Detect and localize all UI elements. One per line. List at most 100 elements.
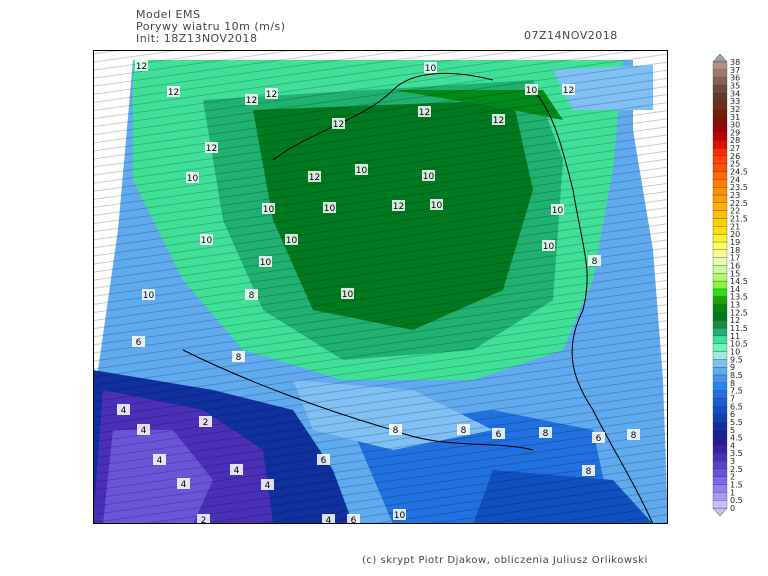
colorbar-tick-label: 12.5: [730, 308, 748, 317]
colorbar-swatch: [712, 116, 728, 125]
colorbar-tick-label: 10: [730, 348, 740, 357]
colorbar-tick-label: 30: [730, 121, 740, 130]
colorbar-tick-label: 7.5: [730, 387, 743, 396]
contour-label: 8: [236, 353, 242, 363]
contour-label: 10: [526, 86, 538, 96]
contour-label-box: [592, 432, 605, 443]
contour-label: 6: [596, 434, 602, 444]
colorbar-swatch: [712, 61, 728, 70]
contour-label-box: [261, 479, 274, 490]
colorbar-legend: 00.511.522.533.544.555.566.577.588.599.5…: [712, 53, 748, 517]
contour-label-box: [317, 454, 330, 465]
colorbar-tick-label: 2.5: [730, 465, 743, 474]
colorbar-swatch: [712, 100, 728, 110]
colorbar-tick-label: 11: [730, 332, 740, 341]
colorbar-tick-label: 21: [730, 222, 740, 231]
colorbar-tick-label: 14: [730, 285, 740, 294]
colorbar-swatch: [712, 382, 728, 391]
contour-label-box: [551, 204, 564, 215]
contour-label: 6: [321, 456, 327, 466]
contour-label-box: [492, 428, 505, 439]
colorbar-tick-label: 22: [730, 207, 740, 216]
contour-label: 12: [493, 116, 504, 126]
colorbar-tick-label: 14.5: [730, 277, 748, 286]
contour-label-box: [582, 465, 595, 476]
contour-label: 4: [157, 456, 163, 466]
colorbar-swatch: [712, 398, 728, 407]
contour-label-box: [262, 203, 275, 214]
colorbar-tick-label: 29: [730, 128, 740, 137]
contour-label: 12: [168, 88, 179, 98]
colorbar-tick-label: 0: [730, 504, 735, 513]
colorbar-max-arrow: [712, 53, 728, 63]
colorbar-swatch: [712, 218, 728, 227]
colorbar-swatch: [712, 374, 728, 383]
contour-label: 10: [552, 206, 564, 216]
colorbar-swatch: [712, 413, 728, 423]
colorbar-swatch: [712, 108, 728, 117]
contour-label: 10: [143, 291, 155, 301]
colorbar-tick-label: 9: [730, 363, 735, 372]
contour-label-box: [177, 478, 190, 489]
colorbar-swatch: [712, 406, 728, 415]
colorbar-tick-label: 16: [730, 261, 740, 270]
colorbar-tick-label: 13.5: [730, 293, 748, 302]
contour-label-box: [167, 86, 180, 97]
colorbar-tick-label: 5: [730, 426, 735, 435]
colorbar-tick-label: 12: [730, 316, 740, 325]
colorbar-tick-label: 4.5: [730, 434, 743, 443]
colorbar-swatch: [712, 77, 728, 86]
colorbar-swatch: [712, 288, 728, 297]
colorbar-swatch: [712, 132, 728, 141]
colorbar-swatch: [712, 171, 728, 180]
contour-label-box: [199, 416, 212, 427]
contour-label: 12: [246, 96, 257, 106]
colorbar-tick-label: 17: [730, 254, 740, 263]
contour-label: 12: [266, 90, 277, 100]
colorbar-tick-label: 1: [730, 488, 735, 497]
colorbar-tick-label: 8.5: [730, 371, 743, 380]
colorbar-swatch: [712, 320, 728, 329]
contour-label: 10: [342, 290, 354, 300]
contour-label-box: [117, 404, 130, 415]
credits-footer: (c) skrypt Piotr Djakow, obliczenia Juli…: [362, 555, 648, 566]
colorbar-swatch: [712, 210, 728, 219]
colorbar-tick-label: 5.5: [730, 418, 743, 427]
contour-label: 8: [586, 467, 592, 477]
colorbar-tick-label: 6: [730, 410, 735, 419]
colorbar-tick-label: 24.5: [730, 168, 748, 177]
colorbar-tick-label: 31: [730, 113, 740, 122]
contour-label: 10: [425, 64, 437, 74]
contour-label: 4: [326, 516, 332, 524]
contour-label: 10: [263, 205, 275, 215]
contour-label-box: [392, 200, 405, 211]
colorbar-swatch: [712, 265, 728, 274]
colorbar-tick-label: 36: [730, 74, 740, 83]
contour-label-box: [430, 199, 443, 210]
contour-label: 10: [260, 258, 272, 268]
contour-label-box: [132, 336, 145, 347]
contour-label-box: [322, 514, 335, 524]
contour-label: 2: [201, 516, 207, 524]
contour-label: 6: [496, 430, 502, 440]
colorbar-swatch: [712, 476, 728, 485]
colorbar-tick-label: 9.5: [730, 355, 743, 364]
contour-label-box: [355, 164, 368, 175]
contour-label: 4: [181, 480, 187, 490]
contour-label-box: [135, 60, 148, 71]
colorbar-swatch: [712, 484, 728, 493]
colorbar-swatch: [712, 437, 728, 446]
contour-label-box: [205, 142, 218, 153]
contour-label: 12: [393, 202, 404, 212]
contour-label-box: [285, 234, 298, 245]
contour-label: 12: [206, 144, 217, 154]
colorbar-swatch: [712, 233, 728, 243]
contour-label: 8: [631, 431, 637, 441]
colorbar-tick-label: 18: [730, 246, 740, 255]
contour-label-box: [627, 429, 640, 440]
contour-label: 10: [543, 242, 555, 252]
contour-label-box: [457, 424, 470, 435]
colorbar-tick-label: 38: [730, 58, 740, 67]
colorbar-swatch: [712, 296, 728, 305]
wind-gust-map: 12 12 12 12 12 10 12 12 10 12 12 10 12 10 10 12 10 10 10 10…: [93, 50, 668, 524]
